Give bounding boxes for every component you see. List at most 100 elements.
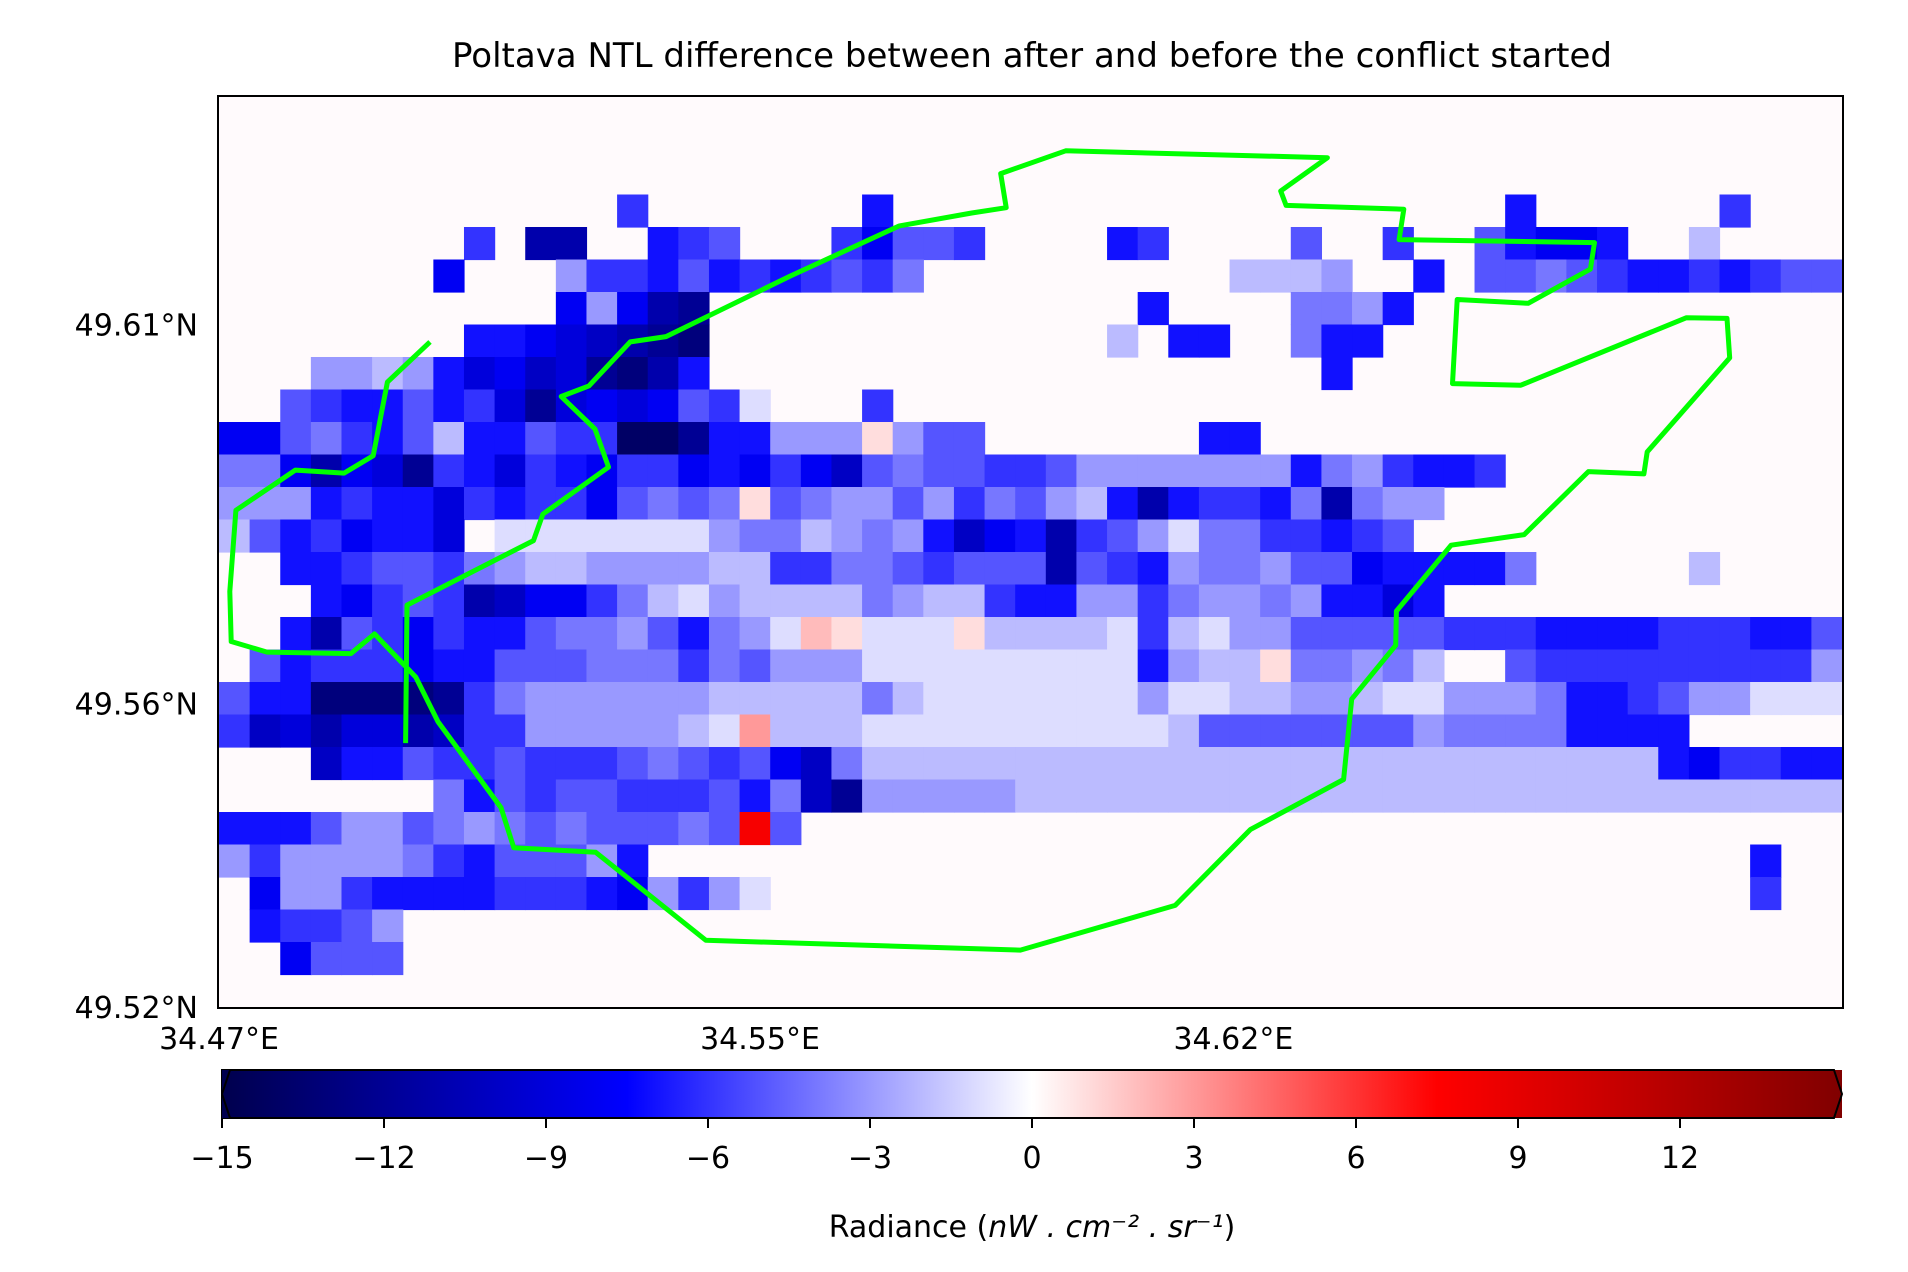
heatmap-cell <box>463 617 496 651</box>
heatmap-cell <box>1382 519 1414 553</box>
heatmap-cell <box>1137 584 1169 618</box>
heatmap-cell <box>463 487 496 521</box>
heatmap-cell <box>770 649 802 683</box>
heatmap-cell <box>1168 649 1200 683</box>
heatmap-cell <box>1076 649 1108 683</box>
heatmap-cell <box>678 519 710 553</box>
heatmap-cell <box>219 844 251 878</box>
heatmap-cell <box>678 259 710 293</box>
heatmap-cell <box>280 519 312 553</box>
heatmap-cell <box>1198 519 1231 553</box>
heatmap-cell <box>1443 682 1476 716</box>
heatmap-cell <box>1107 714 1139 748</box>
colorbar-label: Radiance (nW . cm⁻² . sr⁻¹) <box>829 1210 1236 1245</box>
heatmap-cell <box>862 552 894 586</box>
heatmap-cell <box>1688 649 1721 683</box>
heatmap-cell <box>1260 519 1292 553</box>
heatmap-cell <box>739 617 771 651</box>
heatmap-cell <box>463 877 496 911</box>
heatmap-cell <box>372 714 404 748</box>
heatmap-cell <box>1627 779 1659 813</box>
heatmap-cell <box>1597 779 1629 813</box>
heatmap-cell <box>770 519 802 553</box>
heatmap-cell <box>892 617 924 651</box>
heatmap-cell <box>310 682 343 716</box>
heatmap-cell <box>770 552 802 586</box>
heatmap-cell <box>372 844 404 878</box>
heatmap-cell <box>1198 649 1231 683</box>
heatmap-cell <box>892 714 924 748</box>
heatmap-cell <box>800 747 833 781</box>
heatmap-cell <box>1045 454 1078 488</box>
heatmap-cell <box>402 389 434 423</box>
heatmap-cell <box>1352 584 1384 618</box>
colorbar-outline <box>220 1069 1844 1119</box>
heatmap-cell <box>708 259 741 293</box>
colorbar-tick-label: 12 <box>1661 1141 1699 1176</box>
heatmap-cell <box>1107 227 1139 261</box>
heatmap-cell <box>1352 682 1384 716</box>
heatmap-cell <box>739 812 771 846</box>
heatmap-cell <box>525 779 557 813</box>
heatmap-cell <box>555 422 588 456</box>
heatmap-cell <box>1198 714 1231 748</box>
heatmap-cell <box>831 519 863 553</box>
heatmap-cell <box>555 357 588 391</box>
heatmap-cell <box>249 519 281 553</box>
heatmap-cell <box>678 877 710 911</box>
heatmap-cell <box>892 454 924 488</box>
colorbar-tick-label: −12 <box>352 1141 415 1176</box>
heatmap-cell <box>770 454 802 488</box>
heatmap-cell <box>1198 552 1231 586</box>
heatmap-cell <box>739 519 771 553</box>
heatmap-cell <box>831 487 863 521</box>
heatmap-cell <box>525 389 557 423</box>
heatmap-cell <box>1290 487 1323 521</box>
heatmap-cell <box>708 519 741 553</box>
heatmap-cell <box>953 552 986 586</box>
heatmap-cell <box>341 552 373 586</box>
heatmap-cell <box>678 422 710 456</box>
heatmap-cell <box>953 584 986 618</box>
heatmap-cell <box>1260 779 1292 813</box>
heatmap-cell <box>280 552 312 586</box>
heatmap-cell <box>494 584 526 618</box>
heatmap-cell <box>1474 617 1506 651</box>
heatmap-cell <box>1290 552 1323 586</box>
heatmap-cell <box>647 227 679 261</box>
heatmap-cell <box>923 584 955 618</box>
heatmap-cell <box>1015 584 1047 618</box>
heatmap-cell <box>1015 682 1047 716</box>
heatmap-cell <box>1688 682 1721 716</box>
heatmap-cell <box>1260 487 1292 521</box>
heatmap-cell <box>1352 324 1384 358</box>
heatmap-cell <box>310 487 343 521</box>
heatmap-cell <box>1260 682 1292 716</box>
heatmap-cell <box>739 714 771 748</box>
heatmap-cell <box>1015 649 1047 683</box>
heatmap-cell <box>525 357 557 391</box>
heatmap-cell <box>1719 617 1751 651</box>
heatmap-cell <box>1045 779 1078 813</box>
heatmap-cell <box>1505 682 1537 716</box>
heatmap-cell <box>831 649 863 683</box>
heatmap-cell <box>1750 877 1782 911</box>
heatmap-cell <box>1413 779 1445 813</box>
heatmap-cell <box>310 844 343 878</box>
heatmap-cell <box>463 844 496 878</box>
heatmap-cell <box>1321 519 1353 553</box>
heatmap-cell <box>555 649 588 683</box>
y-tick-label: 49.56°N <box>75 688 198 723</box>
heatmap-cell <box>617 552 649 586</box>
heatmap-cell <box>1321 487 1353 521</box>
heatmap-cell <box>1352 552 1384 586</box>
heatmap-cell <box>555 292 588 326</box>
y-tick-label: 49.61°N <box>75 309 198 344</box>
heatmap-cell <box>708 682 741 716</box>
heatmap-cell <box>280 617 312 651</box>
heatmap-cell <box>402 877 434 911</box>
heatmap-cell <box>1260 259 1292 293</box>
heatmap-cell <box>678 747 710 781</box>
heatmap-cell <box>1076 747 1108 781</box>
heatmap-cell <box>1627 617 1659 651</box>
